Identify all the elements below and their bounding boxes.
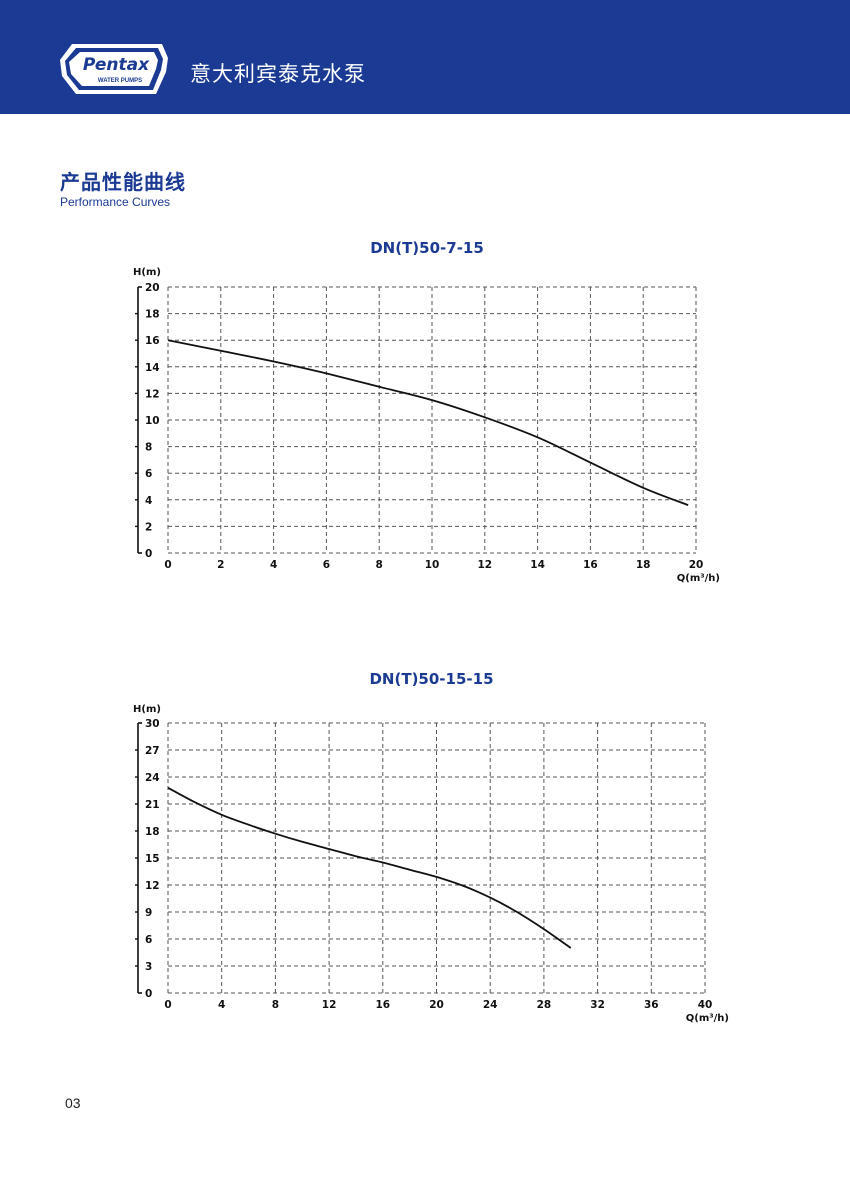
section-subtitle: Performance Curves [60, 195, 171, 209]
chart2-y-tick-label: 24 [145, 772, 160, 784]
chart2-x-tick-label: 8 [272, 999, 279, 1011]
pentax-logo-icon: Pentax WATER PUMPS [60, 44, 168, 94]
chart1-y-tick-label: 10 [145, 415, 160, 427]
chart1-y-tick-label: 0 [145, 548, 152, 560]
chart2-y-tick-label: 30 [145, 718, 160, 730]
chart1-x-tick-label: 2 [217, 559, 224, 571]
chart1-y-tick-label: 20 [145, 282, 160, 294]
header-bar: Pentax WATER PUMPS 意大利宾泰克水泵 [0, 0, 850, 114]
chart2-y-tick-label: 27 [145, 745, 160, 757]
chart2-y-tick-label: 12 [145, 880, 160, 892]
chart2-x-tick-label: 16 [375, 999, 390, 1011]
performance-chart-1: DN(T)50-7-15 0 2 4 6 8 10 12 14 16 18 20 0 2 4 6 8 10 12 14… [0, 225, 850, 595]
chart2-x-tick-label: 0 [164, 999, 171, 1011]
chart2-x-tick-label: 12 [322, 999, 337, 1011]
chart1-y-tick-label: 12 [145, 388, 160, 400]
chart1-x-tick-label: 8 [376, 559, 383, 571]
chart1-y-tick-label: 18 [145, 309, 160, 321]
chart1-y-tick-label: 14 [145, 362, 160, 374]
performance-chart-2: DN(T)50-15-15 0 3 6 9 12 15 18 21 24 27 30 0 4 8 12 16 20… [0, 660, 850, 1040]
chart1-x-tick-label: 14 [530, 559, 545, 571]
svg-text:WATER PUMPS: WATER PUMPS [98, 78, 142, 84]
chart1-x-tick-label: 12 [477, 559, 492, 571]
chart2-x-tick-label: 4 [218, 999, 225, 1011]
chart2-x-tick-label: 36 [644, 999, 659, 1011]
chart2-y-tick-label: 21 [145, 799, 160, 811]
chart2-x-tick-label: 28 [537, 999, 552, 1011]
header-title: 意大利宾泰克水泵 [190, 62, 366, 86]
chart1-y-tick-label: 8 [145, 442, 152, 454]
chart1-x-tick-label: 6 [323, 559, 330, 571]
chart2-y-tick-label: 6 [145, 934, 152, 946]
chart1-y-tick-label: 4 [145, 495, 152, 507]
chart2-x-axis-label: Q(m³/h) [686, 1013, 729, 1024]
chart1-x-tick-label: 18 [636, 559, 651, 571]
chart2-y-tick-label: 0 [145, 988, 152, 1000]
chart1-y-tick-label: 2 [145, 521, 152, 533]
chart2-title: DN(T)50-15-15 [369, 670, 493, 688]
performance-chart-1-svg: DN(T)50-7-15 0 2 4 6 8 10 12 14 16 18 20 0 2 4 6 8 10 12 14… [133, 239, 720, 584]
svg-text:Pentax: Pentax [83, 55, 150, 75]
chart2-x-tick-label: 32 [590, 999, 605, 1011]
chart1-series-line-0 [167, 339, 689, 506]
chart1-y-tick-label: 16 [145, 335, 160, 347]
chart1-x-tick-label: 4 [270, 559, 277, 571]
chart2-y-axis-label: H(m) [133, 704, 161, 715]
page-number: 03 [65, 1095, 81, 1111]
chart1-x-tick-label: 10 [425, 559, 440, 571]
chart1-title: DN(T)50-7-15 [370, 239, 484, 257]
section-title: 产品性能曲线 [60, 170, 186, 194]
chart2-y-tick-label: 3 [145, 961, 152, 973]
chart2-x-tick-label: 40 [698, 999, 713, 1011]
chart2-x-tick-label: 24 [483, 999, 498, 1011]
chart2-x-tick-label: 20 [429, 999, 444, 1011]
chart2-y-tick-label: 9 [145, 907, 152, 919]
chart2-y-tick-label: 18 [145, 826, 160, 838]
chart1-x-axis-label: Q(m³/h) [677, 573, 720, 584]
chart2-y-tick-label: 15 [145, 853, 160, 865]
chart2-series-line-0 [167, 787, 572, 949]
chart1-x-tick-label: 20 [689, 559, 704, 571]
chart1-y-axis-label: H(m) [133, 267, 161, 278]
chart1-x-tick-label: 16 [583, 559, 598, 571]
chart1-y-tick-label: 6 [145, 468, 152, 480]
chart1-x-tick-label: 0 [164, 559, 171, 571]
